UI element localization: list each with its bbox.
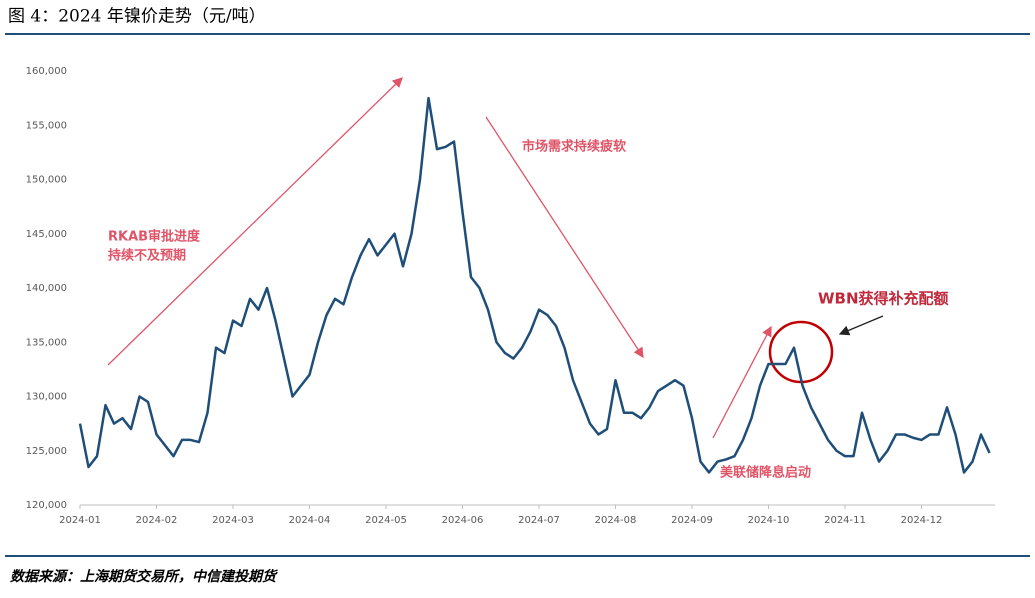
arrow: [712, 325, 772, 439]
x-tick-label: 2024-12: [901, 515, 943, 526]
x-tick-label: 2024-08: [595, 515, 637, 526]
annotation: 持续不及预期: [108, 248, 186, 264]
x-tick-label: 2024-05: [365, 515, 407, 526]
annotation: WBN获得补充配额: [818, 290, 949, 308]
x-tick-label: 2024-04: [289, 515, 331, 526]
annotation: RKAB审批进度: [108, 229, 201, 245]
arrow: [107, 77, 403, 366]
x-tick-label: 2024-03: [212, 515, 254, 526]
arrow: [838, 315, 884, 336]
y-tick-label: 155,000: [26, 120, 67, 131]
x-tick-label: 2024-09: [671, 515, 713, 526]
y-tick-label: 160,000: [26, 66, 67, 77]
highlight-circle: [768, 320, 834, 384]
annotation: 市场需求持续疲软: [522, 139, 626, 155]
chart-title: 图 4：2024 年镍价走势（元/吨）: [8, 7, 266, 27]
y-tick-label: 140,000: [26, 283, 67, 294]
x-tick-label: 2024-07: [518, 515, 560, 526]
x-tick-label: 2024-06: [442, 515, 484, 526]
y-tick-label: 125,000: [26, 446, 67, 457]
y-tick-label: 150,000: [26, 175, 67, 186]
y-tick-label: 145,000: [26, 229, 67, 240]
arrow: [485, 116, 644, 359]
x-tick-label: 2024-10: [748, 515, 790, 526]
x-tick-label: 2024-02: [136, 515, 178, 526]
x-tick-label: 2024-01: [59, 515, 101, 526]
y-tick-label: 120,000: [26, 500, 67, 511]
price-line: [78, 96, 991, 474]
source: 数据来源：上海期货交易所，中信建投期货: [10, 568, 278, 585]
y-tick-label: 135,000: [26, 337, 67, 348]
x-tick-label: 2024-11: [824, 515, 866, 526]
y-tick-label: 130,000: [26, 392, 67, 403]
annotation: 美联储降息启动: [720, 465, 811, 481]
